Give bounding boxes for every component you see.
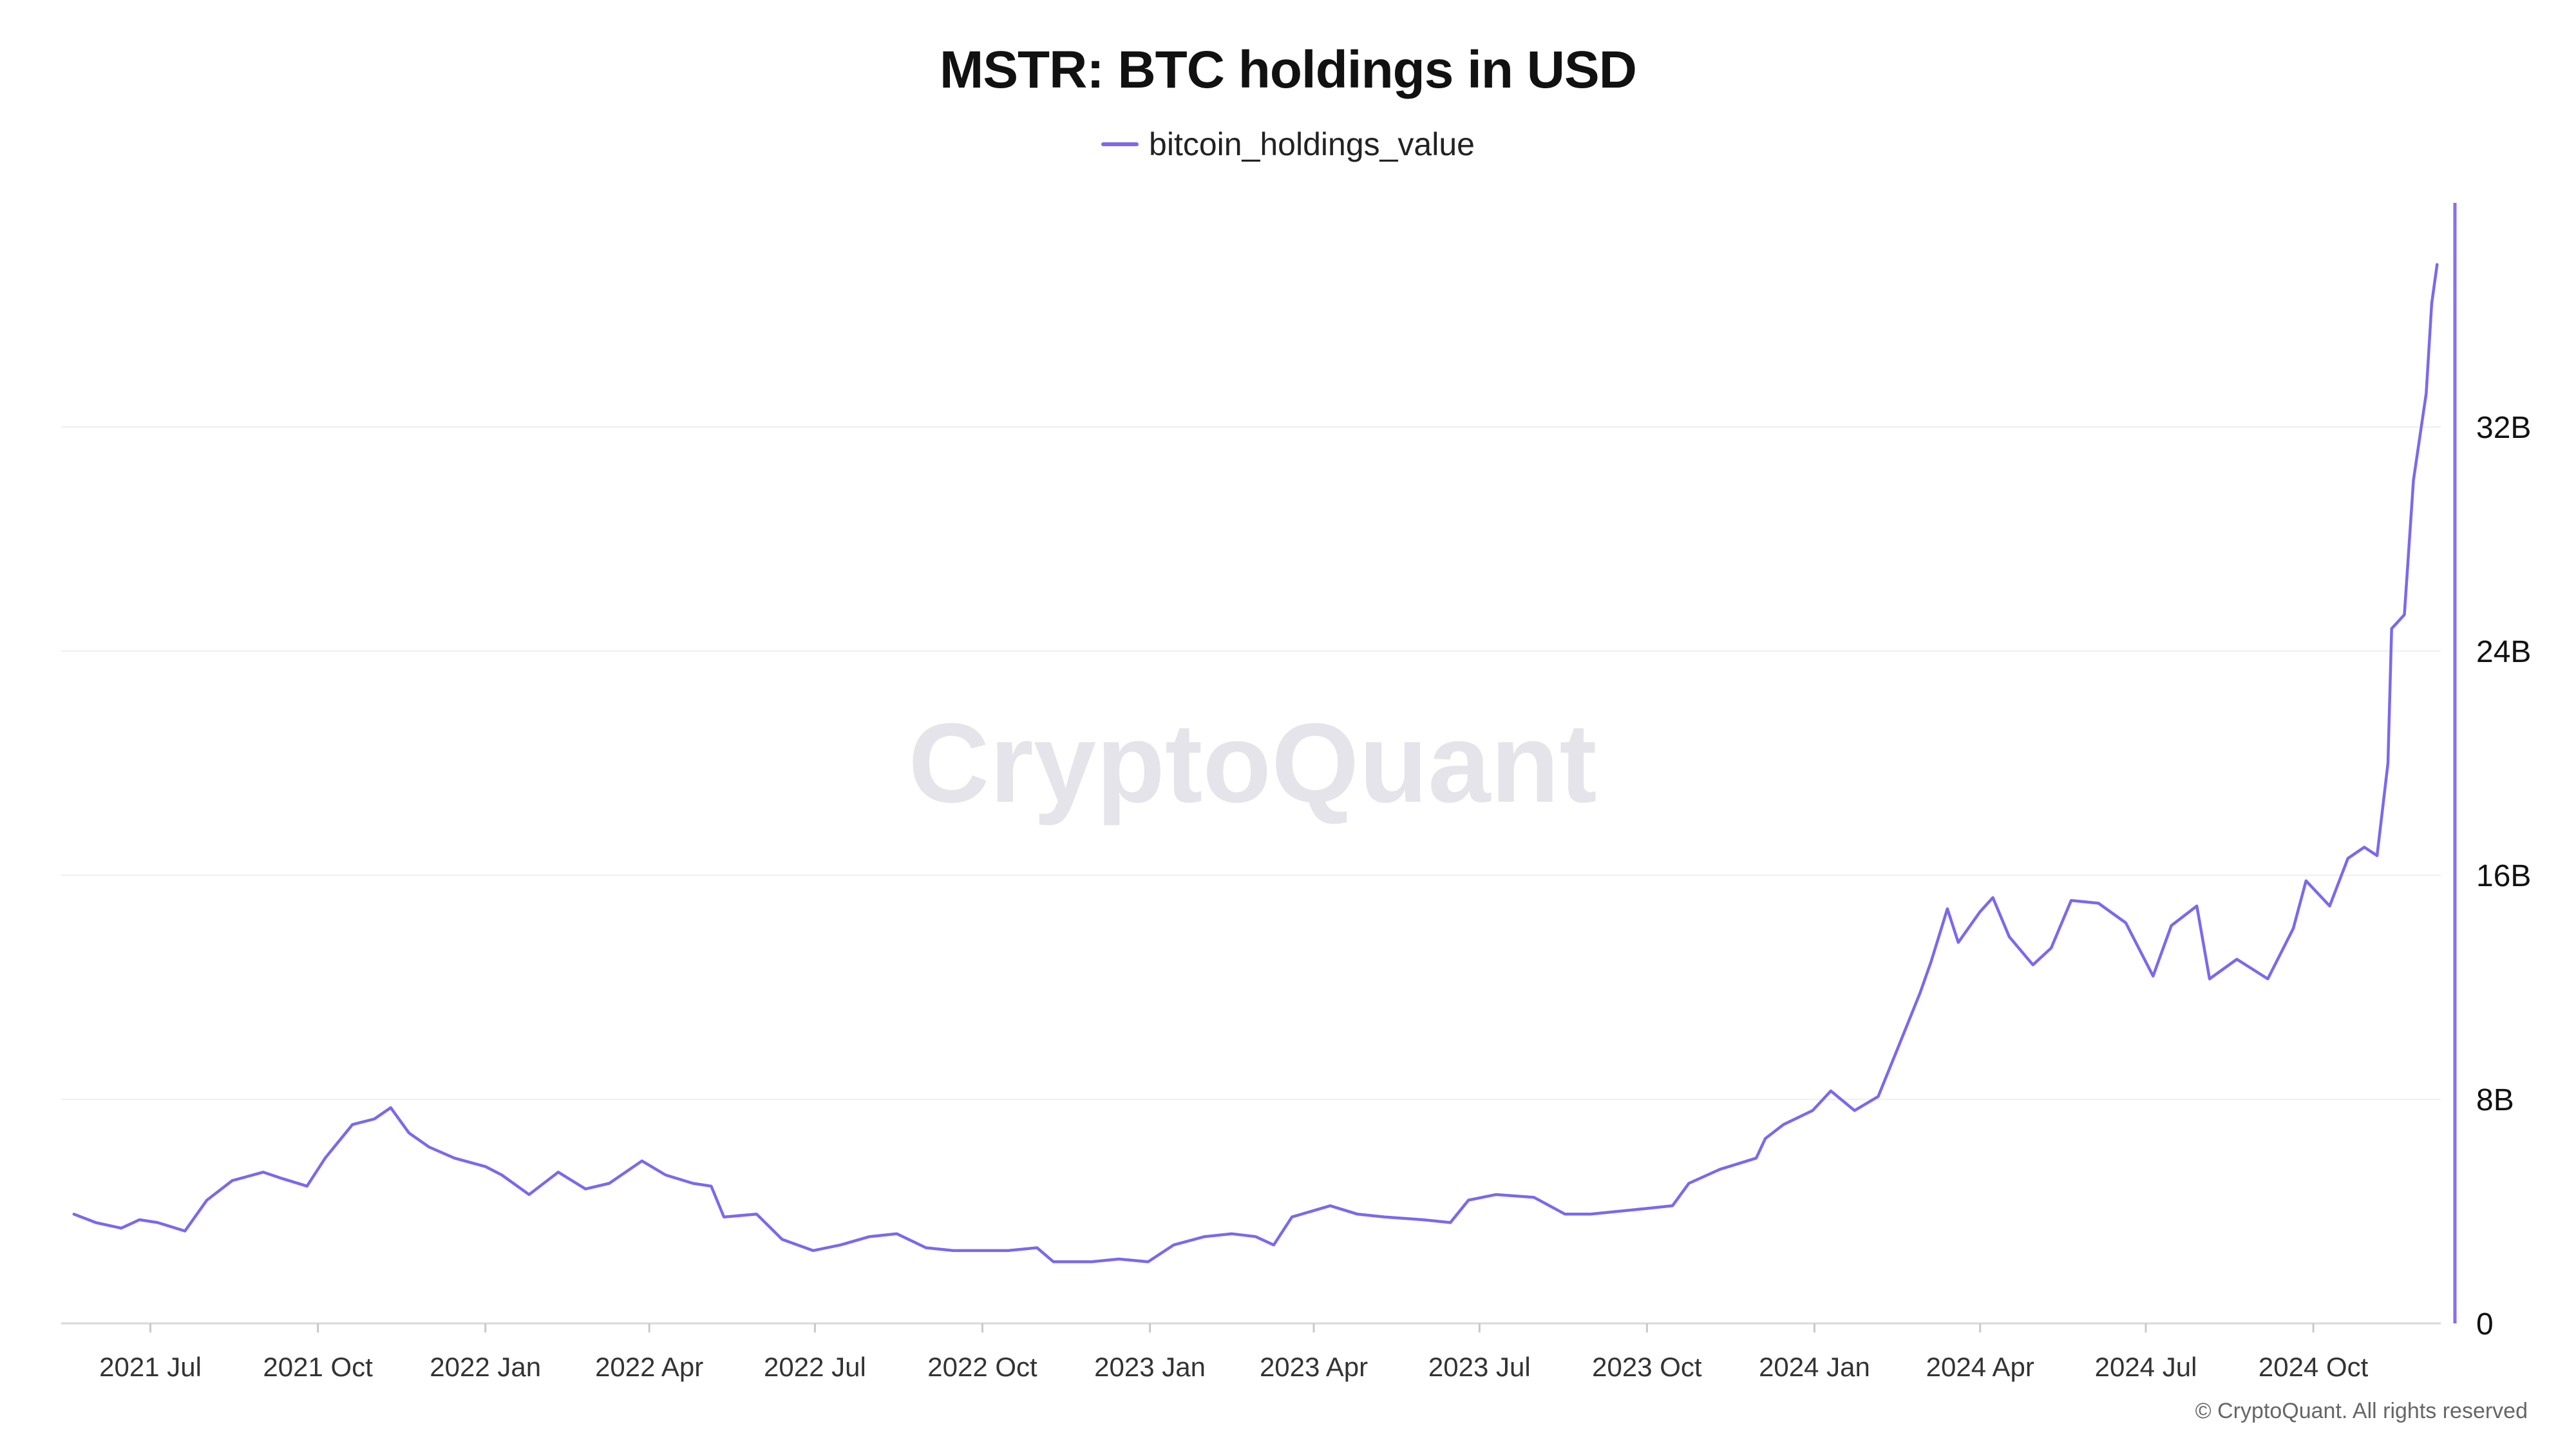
x-tick-label: 2024 Jul bbox=[2095, 1352, 2197, 1382]
y-tick-label: 24B bbox=[2476, 635, 2531, 669]
x-tick-label: 2022 Apr bbox=[595, 1352, 703, 1382]
x-tick-label: 2023 Apr bbox=[1260, 1352, 1368, 1382]
y-tick-label: 32B bbox=[2476, 411, 2531, 445]
x-tick-label: 2023 Jul bbox=[1428, 1352, 1531, 1382]
copyright-text: © CryptoQuant. All rights reserved bbox=[2195, 1399, 2528, 1423]
y-tick-label: 16B bbox=[2476, 859, 2531, 893]
gridlines bbox=[61, 426, 2441, 1100]
watermark-logo: CryptoQuant bbox=[908, 701, 1596, 826]
x-tick-label: 2021 Jul bbox=[99, 1352, 202, 1382]
legend-label: bitcoin_holdings_value bbox=[1149, 126, 1475, 162]
chart-legend[interactable]: bitcoin_holdings_value bbox=[0, 126, 2576, 163]
x-axis: 2021 Jul 2021 Oct 2022 Jan 2022 Apr 2022 Jul… bbox=[61, 1322, 2441, 1382]
y-tick-label: 8B bbox=[2476, 1083, 2514, 1117]
x-tick-label: 2023 Jan bbox=[1094, 1352, 1206, 1382]
series-line-bitcoin_holdings_value bbox=[72, 263, 2439, 1264]
x-tick-label: 2024 Apr bbox=[1926, 1352, 2034, 1382]
x-tick-label: 2024 Jan bbox=[1759, 1352, 1870, 1382]
x-tick-label: 2023 Oct bbox=[1592, 1352, 1702, 1382]
chart-title: MSTR: BTC holdings in USD bbox=[940, 41, 1637, 99]
x-tick-label: 2024 Oct bbox=[2259, 1352, 2369, 1382]
x-tick-label: 2021 Oct bbox=[263, 1352, 373, 1382]
series-layer bbox=[72, 263, 2439, 1264]
x-tick-label: 2022 Jan bbox=[430, 1352, 541, 1382]
y-axis: 0 8B 16B 24B 32B bbox=[2453, 203, 2531, 1341]
x-tick-label: 2022 Jul bbox=[764, 1352, 866, 1382]
y-tick-label: 0 bbox=[2476, 1307, 2494, 1341]
x-tick-label: 2022 Oct bbox=[927, 1352, 1037, 1382]
legend-swatch bbox=[1101, 142, 1139, 146]
